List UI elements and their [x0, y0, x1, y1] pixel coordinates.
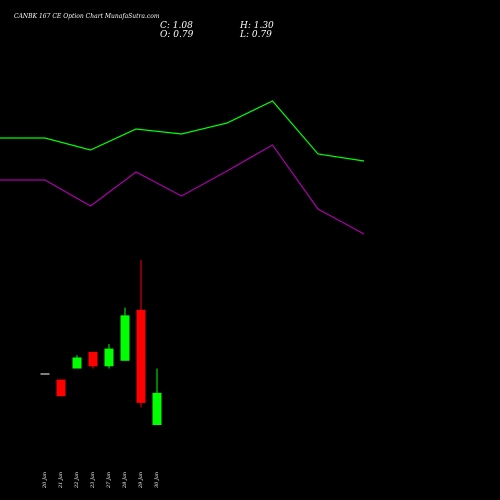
x-tick-label: 22 Jan [74, 472, 80, 489]
x-tick-label: 28 Jan [122, 472, 128, 489]
x-tick-label: 21 Jan [58, 472, 64, 489]
close-value: C: 1.08 [160, 21, 193, 31]
candle-body [104, 348, 114, 367]
candle-body [120, 315, 130, 361]
x-tick-label: 23 Jan [90, 472, 96, 489]
candle-body [136, 309, 146, 403]
x-tick-label: 20 Jan [42, 472, 48, 489]
candle-body [56, 379, 66, 397]
candle [88, 351, 98, 369]
candle-layer [40, 260, 162, 425]
high-value: H: 1.30 [239, 21, 274, 31]
candle-body [152, 392, 162, 425]
candle [72, 355, 82, 369]
open-value: O: 0.79 [160, 30, 194, 40]
x-tick-label: 29 Jan [138, 472, 144, 489]
lower-indicator-line [0, 144, 365, 235]
chart-title: CANBK 167 CE Option Chart MunafaSutra.co… [14, 13, 160, 20]
candle [104, 344, 114, 369]
candle [56, 379, 66, 397]
indicator-layer [0, 100, 365, 235]
x-tick-label: 27 Jan [106, 472, 112, 489]
upper-indicator-line [0, 100, 365, 162]
candle-body [72, 357, 82, 369]
x-axis-labels: 20 Jan 21 Jan 22 Jan 23 Jan 27 Jan 28 Jan 29 J… [42, 472, 160, 489]
low-value: L: 0.79 [239, 30, 272, 40]
candle [120, 307, 130, 361]
candle [152, 368, 162, 425]
x-tick-label: 30 Jan [154, 472, 160, 488]
candle [136, 260, 146, 408]
candle-body [88, 351, 98, 367]
